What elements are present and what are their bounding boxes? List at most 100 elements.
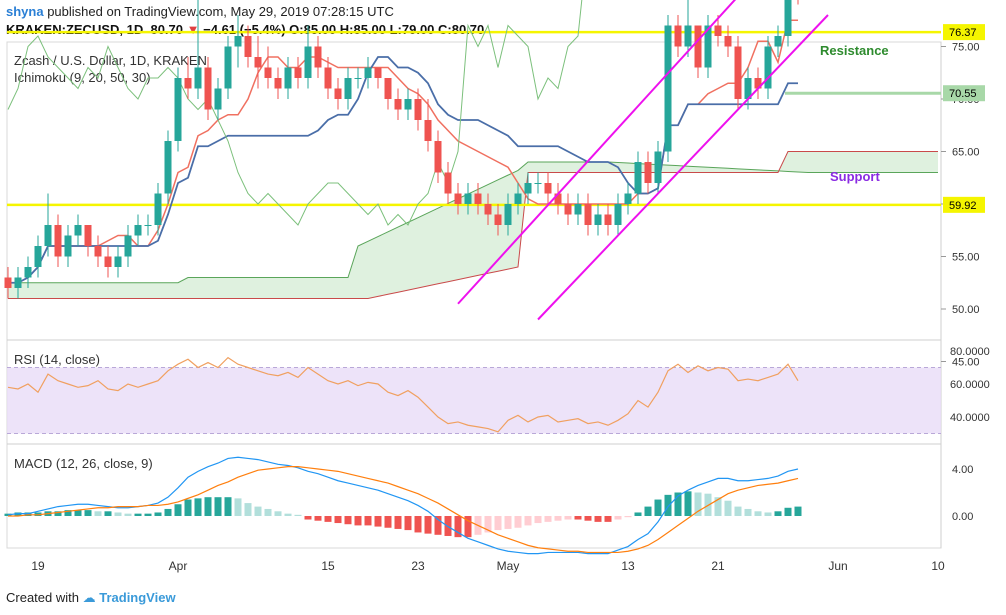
macd-histogram-bar [744,508,752,516]
macd-histogram-bar [504,516,512,529]
macd-histogram-bar [694,492,702,516]
candle-body [164,141,172,194]
candle-body [514,193,522,204]
candle-body [184,78,192,89]
candle-body [144,225,152,226]
macd-histogram-bar [724,500,732,516]
candle-body [404,99,412,110]
rsi-tick-label: 60.0000 [950,379,990,391]
macd-histogram-bar [334,516,342,524]
candle-body [124,235,132,257]
chart-title: Zcash / U.S. Dollar, 1D, KRAKEN [14,53,207,68]
candle-body [384,78,392,99]
candle-body [454,193,462,204]
rsi-band [7,367,941,434]
price-tick-label: 55.00 [952,252,980,264]
candle-body [294,67,302,78]
time-tick-label: 23 [411,559,425,573]
candle-body [104,256,112,267]
macd-histogram-bar [594,516,602,522]
author-name[interactable]: shyna [6,4,44,19]
macd-histogram-bar [714,497,722,516]
macd-histogram-bar [554,516,562,521]
ichimoku-span-a [8,161,938,284]
macd-histogram-bar [394,516,402,529]
macd-histogram-bar [134,513,142,516]
macd-histogram-bar [464,516,472,538]
rsi-tick-label: 40.0000 [950,412,990,424]
macd-histogram-bar [674,492,682,516]
time-tick-label: Jun [828,559,847,573]
channel-upper-line [457,0,737,305]
macd-histogram-bar [604,516,612,522]
macd-histogram-bar [74,510,82,516]
macd-histogram-bar [434,516,442,535]
macd-histogram-bar [204,497,212,516]
candle-body [194,67,202,89]
candle-body [264,67,272,78]
candle-body [584,204,592,225]
candle-body [494,214,502,225]
macd-histogram-bar [544,516,552,522]
yellow-upper-price-tag-bg [943,24,985,41]
ichimoku-span-b [8,151,938,299]
rsi-line [7,356,799,433]
candle-body [704,25,712,68]
macd-histogram-bar [254,506,262,516]
footer: Created with ☁ TradingView [6,590,176,606]
time-tick-label: 21 [711,559,725,573]
candle-body [734,46,742,99]
macd-histogram-bar [284,513,292,516]
publish-info: shyna published on TradingView.com, May … [6,4,394,19]
macd-histogram-bar [374,516,382,527]
macd-histogram-bar [64,510,72,516]
macd-histogram-bar [214,497,222,516]
candle-body [534,183,542,184]
candle-body [364,67,372,78]
price-tick-label: 65.00 [952,147,980,159]
candle-body [424,120,432,141]
candle-body [654,151,662,183]
macd-histogram-bar [94,511,102,516]
macd-signal-line [8,466,799,554]
price-tick-label: 45.00 [952,357,980,369]
macd-histogram-bar [224,497,232,516]
macd-histogram-bar [174,504,182,516]
candle-body [634,162,642,194]
candle-body [624,193,632,204]
macd-histogram-bar [344,516,352,525]
candle-body [274,78,282,89]
ichimoku-label: Ichimoku (9, 20, 50, 30) [14,70,151,85]
candle-body [394,99,402,110]
candle-body [644,162,652,183]
candle-body [154,193,162,225]
support-annotation: Support [830,169,880,184]
macd-histogram-bar [424,516,432,534]
macd-histogram-bar [244,503,252,516]
macd-histogram-bar [494,516,502,531]
macd-histogram-bar [534,516,542,524]
candle-body [204,67,212,110]
price-tick-label: 80.00 [952,0,980,1]
tradingview-brand[interactable]: TradingView [99,590,176,605]
macd-histogram-bar [684,491,692,516]
candle-body [564,204,572,215]
yellow-lower-price-tag-bg [943,196,985,213]
candle-body [224,46,232,89]
candle-body [474,193,482,204]
macd-histogram-bar [304,516,312,520]
candle-body [24,267,32,278]
macd-histogram-bar [634,512,642,516]
macd-histogram-bar [354,516,362,526]
macd-histogram-bar [514,516,522,528]
candle-body [284,67,292,89]
macd-histogram-bar [404,516,412,531]
macd-histogram-bar [774,511,782,516]
publish-text: published on TradingView.com, May 29, 20… [47,4,394,19]
candle-body [94,246,102,257]
candle-body [784,0,792,36]
candle-body [744,78,752,99]
time-tick-label: May [497,559,520,573]
ichimoku-cloud [8,151,938,299]
